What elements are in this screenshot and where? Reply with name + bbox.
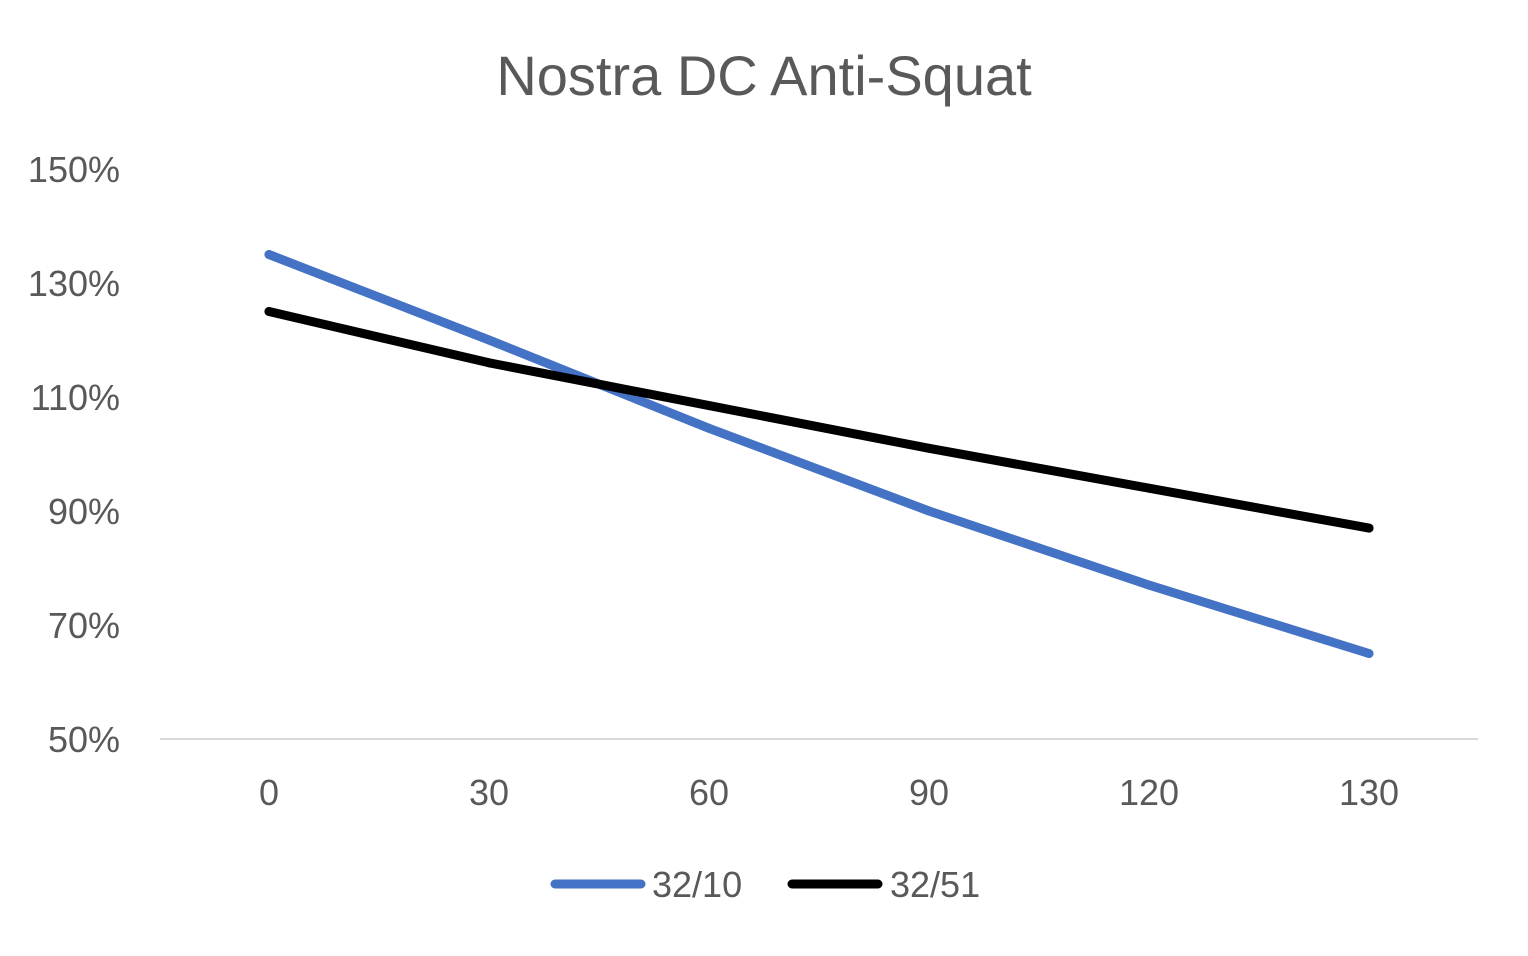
x-tick-label: 0 bbox=[259, 772, 279, 813]
x-tick-label: 60 bbox=[689, 772, 729, 813]
data-point bbox=[484, 358, 494, 368]
data-point bbox=[704, 423, 714, 433]
data-point bbox=[264, 307, 274, 316]
legend-label: 32/51 bbox=[890, 864, 980, 905]
data-point bbox=[484, 335, 494, 345]
y-tick-label: 50% bbox=[48, 719, 120, 760]
series-lines bbox=[264, 250, 1374, 658]
x-axis-tick-labels: 0 30 60 90 120 130 bbox=[259, 772, 1399, 813]
data-point bbox=[1364, 523, 1374, 533]
x-tick-label: 30 bbox=[469, 772, 509, 813]
y-tick-label: 150% bbox=[28, 149, 120, 190]
x-tick-label: 130 bbox=[1339, 772, 1399, 813]
data-point bbox=[264, 250, 274, 259]
legend[interactable]: 32/10 32/51 bbox=[550, 864, 980, 905]
series-line-32-10 bbox=[264, 250, 1374, 658]
legend-label: 32/10 bbox=[652, 864, 742, 905]
y-tick-label: 110% bbox=[31, 377, 120, 418]
chart-title: Nostra DC Anti-Squat bbox=[496, 44, 1032, 107]
data-point bbox=[1144, 483, 1154, 493]
legend-item[interactable]: 32/51 bbox=[787, 864, 980, 905]
x-tick-label: 90 bbox=[909, 772, 949, 813]
y-tick-label: 130% bbox=[28, 263, 120, 304]
data-point bbox=[924, 443, 934, 453]
y-tick-label: 90% bbox=[48, 491, 120, 532]
series-line-32-51 bbox=[264, 307, 1374, 533]
legend-item[interactable]: 32/10 bbox=[550, 864, 742, 905]
data-point bbox=[704, 401, 714, 411]
y-axis-tick-labels: 50% 70% 90% 110% 130% 150% bbox=[28, 149, 120, 760]
data-point bbox=[1364, 649, 1374, 658]
y-tick-label: 70% bbox=[48, 605, 120, 646]
data-point bbox=[1144, 580, 1154, 590]
data-point bbox=[924, 506, 934, 516]
x-tick-label: 120 bbox=[1119, 772, 1179, 813]
